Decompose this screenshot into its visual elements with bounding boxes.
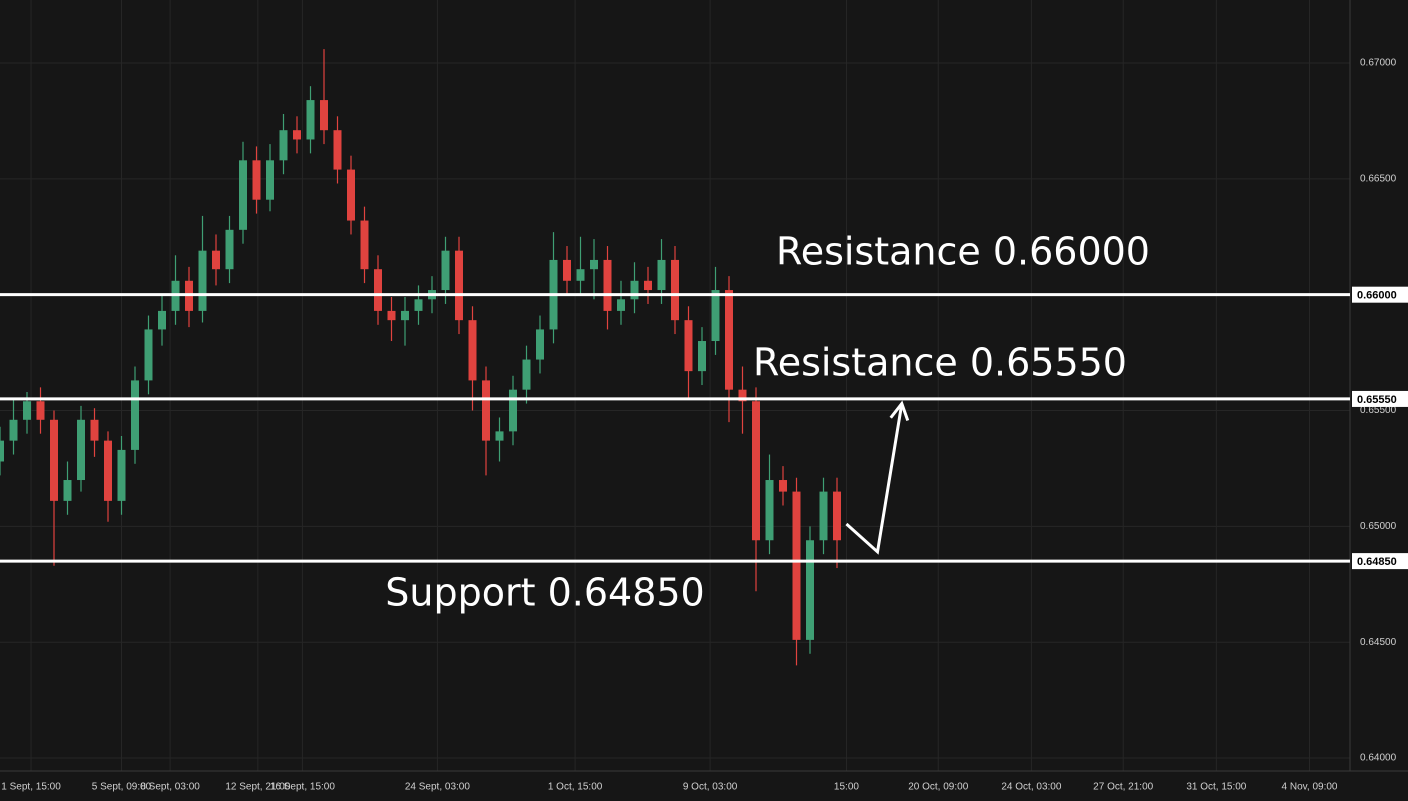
y-tick-label: 0.67000 xyxy=(1360,58,1397,69)
candle-body xyxy=(630,280,639,300)
candle-body xyxy=(36,401,45,420)
candle-body xyxy=(738,389,747,402)
x-tick-label: 8 Sept, 03:00 xyxy=(140,782,200,793)
candle-body xyxy=(779,480,787,492)
candle-body xyxy=(90,419,99,441)
x-tick-label: 24 Sept, 03:00 xyxy=(405,782,470,793)
price-tag-label: 0.64850 xyxy=(1357,556,1397,568)
candle-body xyxy=(131,380,139,450)
candle-body xyxy=(293,130,301,140)
candle-body xyxy=(603,259,612,311)
projection-arrow xyxy=(845,403,904,555)
candle-body xyxy=(590,259,598,270)
candle-body xyxy=(198,250,207,311)
candle-body xyxy=(725,290,733,390)
candle-body xyxy=(306,100,315,140)
candle-body xyxy=(806,540,814,640)
y-tick-label: 0.64000 xyxy=(1360,753,1397,764)
candle-body xyxy=(0,440,4,462)
candle-body xyxy=(765,480,774,541)
candle-body xyxy=(441,250,450,291)
candle-body xyxy=(644,280,652,291)
candle-body xyxy=(711,290,720,342)
y-tick-label: 0.64500 xyxy=(1360,637,1397,648)
y-tick-label: 0.66500 xyxy=(1360,173,1397,184)
candle-body xyxy=(563,259,571,281)
candle-body xyxy=(833,491,841,541)
candle-body xyxy=(374,269,382,311)
candle-body xyxy=(225,229,234,270)
candle-body xyxy=(752,401,760,541)
candle-body xyxy=(252,160,261,200)
candle-body xyxy=(536,329,544,360)
candle-body xyxy=(239,160,247,230)
candle-body xyxy=(50,419,58,501)
x-tick-label: 31 Oct, 15:00 xyxy=(1186,782,1246,793)
candle-body xyxy=(387,310,396,321)
candle-body xyxy=(23,401,31,420)
candle-body xyxy=(576,269,585,281)
x-tick-label: 12 Sept, 21:00 xyxy=(225,782,290,793)
candle-body xyxy=(495,431,504,441)
candle-body xyxy=(104,440,112,501)
candle-body xyxy=(482,380,490,441)
x-tick-label: 24 Oct, 03:00 xyxy=(1001,782,1061,793)
candle-body xyxy=(455,250,463,321)
level-annotation: Resistance 0.66000 xyxy=(776,230,1150,274)
candle-body xyxy=(522,359,531,390)
level-annotation: Support 0.64850 xyxy=(385,571,704,615)
x-tick-label: 4 Nov, 09:00 xyxy=(1282,782,1338,793)
candle-body xyxy=(360,220,369,270)
price-tag-label: 0.65550 xyxy=(1357,394,1397,406)
level-annotation: Resistance 0.65550 xyxy=(753,341,1127,385)
candle-body xyxy=(401,310,409,321)
x-tick-label: 16 Sept, 15:00 xyxy=(270,782,335,793)
x-tick-label: 15:00 xyxy=(834,782,859,793)
candle-body xyxy=(158,310,166,330)
price-tag xyxy=(1352,390,1408,407)
candle-body xyxy=(347,169,355,221)
candle-body xyxy=(63,480,72,501)
candle-body xyxy=(333,130,342,170)
candle-body xyxy=(468,320,477,381)
candle-body xyxy=(279,130,288,161)
candle-body xyxy=(9,419,18,441)
candle-body xyxy=(414,299,423,311)
y-tick-label: 0.65500 xyxy=(1360,405,1397,416)
candle-body xyxy=(212,250,220,270)
candle-body xyxy=(671,259,679,321)
candle-body xyxy=(320,100,328,131)
candle-body xyxy=(77,419,85,481)
candle-body xyxy=(792,491,801,640)
candle-body xyxy=(617,299,625,311)
price-tag xyxy=(1352,286,1408,303)
price-tag-label: 0.66000 xyxy=(1357,290,1397,302)
x-tick-label: 9 Oct, 03:00 xyxy=(683,782,738,793)
candle-body xyxy=(698,341,706,372)
x-tick-label: 1 Oct, 15:00 xyxy=(548,782,603,793)
candle-body xyxy=(819,491,828,541)
candle-body xyxy=(117,449,126,501)
x-tick-label: 27 Oct, 21:00 xyxy=(1093,782,1153,793)
candle-body xyxy=(509,389,517,432)
y-tick-label: 0.65000 xyxy=(1360,521,1397,532)
candle-body xyxy=(266,160,274,200)
x-tick-label: 1 Sept, 15:00 xyxy=(1,782,61,793)
candle-body xyxy=(684,320,693,372)
candle-body xyxy=(144,329,153,381)
x-tick-label: 5 Sept, 09:00 xyxy=(92,782,152,793)
candle-body xyxy=(657,259,666,291)
price-tag xyxy=(1352,553,1408,570)
arrow-head xyxy=(889,400,910,422)
x-tick-label: 20 Oct, 09:00 xyxy=(908,782,968,793)
